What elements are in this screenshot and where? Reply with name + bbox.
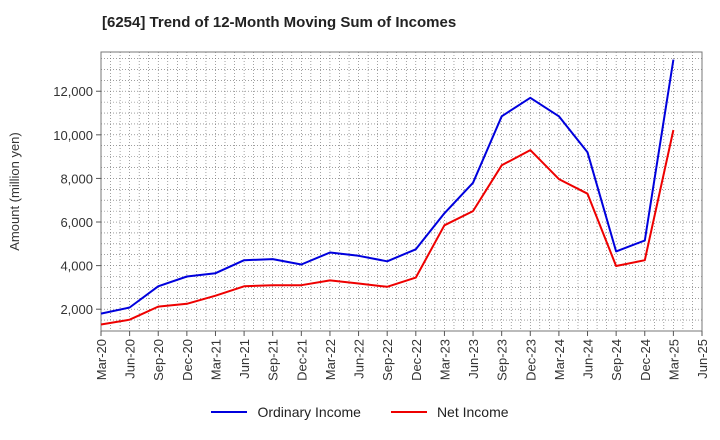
chart-title: [6254] Trend of 12-Month Moving Sum of I…: [102, 14, 457, 31]
x-tick-label: Jun-22: [352, 339, 367, 379]
x-tick-label: Sep-23: [495, 339, 510, 381]
y-tick-label: 12,000: [53, 84, 93, 99]
x-tick-label: Sep-21: [266, 339, 281, 381]
legend-swatch-net-income: [390, 411, 427, 413]
x-tick-label: Dec-24: [638, 339, 653, 381]
legend-swatch-ordinary-income: [211, 411, 248, 413]
x-tick-label: Jun-24: [581, 339, 596, 379]
legend-item-net-income: Net Income: [390, 404, 509, 420]
legend-label-ordinary-income: Ordinary Income: [257, 404, 361, 420]
x-tick-label: Dec-21: [294, 339, 309, 381]
x-tick-label: Dec-23: [523, 339, 538, 381]
x-tick-label: Jun-20: [123, 339, 138, 379]
x-tick-label: Mar-21: [208, 339, 223, 380]
x-tick-label: Mar-23: [437, 339, 452, 380]
chart-legend: Ordinary Income Net Income: [0, 404, 720, 420]
legend-item-ordinary-income: Ordinary Income: [211, 404, 361, 420]
x-tick-label: Mar-24: [552, 339, 567, 380]
x-tick-label: Sep-20: [151, 339, 166, 381]
x-tick-label: Jun-21: [237, 339, 252, 379]
series-line-ordinary-income: [100, 59, 675, 315]
y-tick-label: 2,000: [60, 302, 93, 317]
y-tick-label: 10,000: [53, 128, 93, 143]
x-tick-label: Mar-22: [323, 339, 338, 380]
x-tick-label: Sep-24: [609, 339, 624, 381]
x-tick-label: Mar-20: [94, 339, 109, 380]
y-tick-label: 8,000: [60, 171, 93, 186]
x-tick-label: Dec-20: [180, 339, 195, 381]
legend-label-net-income: Net Income: [436, 404, 509, 420]
x-tick-label: Dec-22: [409, 339, 424, 381]
x-tick-label: Jun-23: [466, 339, 481, 379]
y-axis-label: Amount (million yen): [7, 132, 22, 251]
x-tick-label: Jun-25: [695, 339, 710, 379]
series-line-net-income: [100, 129, 675, 326]
y-tick-label: 4,000: [60, 259, 93, 274]
x-tick-label: Mar-25: [666, 339, 681, 380]
plot-frame: [100, 51, 703, 332]
y-tick-label: 6,000: [60, 215, 93, 230]
x-tick-label: Sep-22: [380, 339, 395, 381]
